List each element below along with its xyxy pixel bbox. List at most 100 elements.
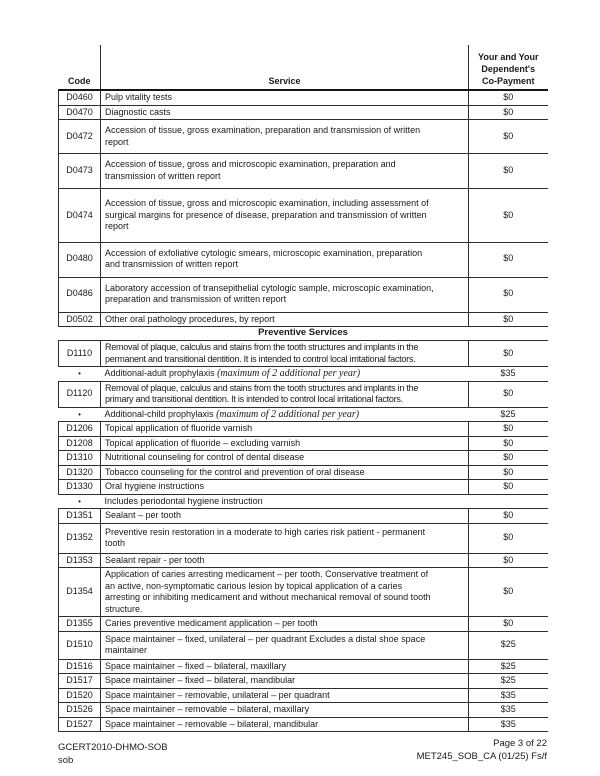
service-cell: Topical application of fluoride varnish [100, 421, 469, 436]
service-cell: Tobacco counseling for the control and p… [100, 465, 469, 480]
bullet-note: (maximum of 2 additional per year) [217, 368, 361, 379]
table-body: D0460 Pulp vitality tests $0 D0470 Diagnosti… [58, 90, 548, 732]
table-row: D1352 Preventive resin restoration in a m… [58, 523, 548, 553]
service-cell: Accession of tissue, gross and microscop… [100, 153, 469, 189]
copayment-cell: $0 [503, 554, 514, 565]
bullet-note: (maximum of 2 additional per year) [216, 408, 360, 420]
table-row: D0470 Diagnostic casts $0 [58, 105, 548, 120]
copayment-cell: $0 [503, 532, 514, 543]
copayment-cell: $35 [500, 368, 516, 378]
table-row: D0502 Other oral pathology procedures, by… [58, 312, 548, 327]
table-row: D1354 Application of caries arresting med… [58, 567, 548, 617]
bullet-label: Additional-child prophylaxis [104, 408, 217, 419]
service-cell: Removal of plaque, calculus and stains f… [100, 340, 469, 367]
code-cell: D1510 [58, 631, 101, 659]
copayment-cell: $0 [503, 130, 514, 141]
service-cell: Laboratory accession of transepithelial … [100, 277, 469, 312]
table-row: D0480 Accession of exfoliative cytologic … [58, 242, 548, 277]
copayment-schedule-table: Code Service Your and Your Dependent's C… [58, 45, 548, 732]
copayment-cell: $35 [500, 704, 516, 714]
footer-left: GCERT2010-DHMO-SOB sob [58, 741, 168, 767]
code-cell: D0502 [58, 312, 101, 327]
code-cell: D1320 [58, 465, 101, 480]
code-cell: D1352 [58, 523, 101, 553]
service-cell: Space maintainer – fixed – bilateral, ma… [100, 673, 469, 688]
footer-page-indicator: Page 3 of 22 [493, 738, 547, 749]
note-label: Includes periodontal hygiene instruction [104, 495, 263, 506]
service-cell: Additional-child prophylaxis (maximum of… [101, 407, 469, 422]
footer-doc-id: GCERT2010-DHMO-SOB [58, 742, 168, 753]
code-cell: D1120 [58, 381, 101, 407]
table-row: D1330 Oral hygiene instructions $0 [58, 479, 548, 494]
service-cell: Sealant – per tooth [100, 508, 469, 523]
column-header-code: Code [58, 45, 101, 90]
bullet-label: Additional-adult prophylaxis [104, 368, 218, 378]
service-cell: Application of caries arresting medicame… [100, 567, 469, 617]
service-cell: Pulp vitality tests [100, 90, 469, 105]
copayment-cell: $0 [503, 92, 514, 102]
table-row: D1351 Sealant – per tooth $0 [58, 508, 548, 523]
table-row: D1355 Caries preventive medicament applic… [58, 616, 548, 631]
service-cell: Oral hygiene instructions [100, 479, 469, 494]
table-row: D1517 Space maintainer – fixed – bilatera… [58, 673, 548, 688]
code-cell: D1354 [58, 567, 101, 617]
service-cell: Space maintainer – removable, unilateral… [100, 688, 469, 703]
header-row: Code Service Your and Your Dependent's C… [58, 45, 548, 90]
table-row: D0472 Accession of tissue, gross examinat… [58, 119, 548, 154]
footer-doc-sub: sob [58, 755, 74, 766]
table-row: D1527 Space maintainer – removable – bila… [58, 717, 548, 732]
table-row: D1516 Space maintainer – fixed – bilatera… [58, 659, 548, 674]
copayment-cell: $0 [503, 388, 514, 399]
table-row: D1206 Topical application of fluoride var… [58, 421, 548, 436]
section-header: Preventive Services [258, 327, 348, 338]
service-cell: Accession of tissue, gross examination, … [100, 119, 469, 154]
service-cell: Diagnostic casts [100, 105, 469, 120]
table-row: D1353 Sealant repair - per tooth $0 [58, 553, 548, 568]
table-row: • Includes periodontal hygiene instructio… [58, 494, 548, 509]
code-cell: D1353 [58, 553, 101, 568]
copayment-cell: $0 [503, 586, 514, 597]
code-cell: D0480 [58, 242, 101, 277]
table-row: D1110 Removal of plaque, calculus and sta… [58, 340, 548, 367]
service-cell: Accession of tissue, gross and microscop… [100, 188, 469, 242]
service-cell: Space maintainer – removable – bilateral… [100, 702, 469, 717]
service-cell: Other oral pathology procedures, by repo… [100, 312, 469, 327]
bullet-icon: • [78, 409, 81, 419]
code-cell: D0470 [58, 105, 101, 120]
service-cell: Caries preventive medicament application… [100, 616, 469, 631]
column-header-service: Service [100, 45, 469, 90]
code-cell: D0474 [58, 188, 101, 242]
table-row: Preventive Services [58, 327, 548, 341]
service-cell: Topical application of fluoride – exclud… [100, 436, 469, 451]
table-row: D1320 Tobacco counseling for the control … [58, 465, 548, 480]
table-row: D0486 Laboratory accession of transepithe… [58, 277, 548, 312]
copayment-cell: $0 [503, 106, 514, 117]
table-row: D1510 Space maintainer – fixed, unilatera… [58, 631, 548, 659]
code-cell: D0473 [58, 153, 101, 189]
table-row: • Additional-child prophylaxis (maximum o… [58, 407, 548, 422]
code-cell: D1355 [58, 616, 101, 631]
table-row: D0474 Accession of tissue, gross and micr… [58, 188, 548, 242]
code-cell: D0472 [58, 119, 101, 154]
copayment-cell: $25 [500, 660, 516, 671]
code-cell: D0486 [58, 277, 101, 312]
table-row: D1120 Removal of plaque, calculus and sta… [58, 381, 548, 407]
bullet-icon: • [78, 496, 81, 506]
service-cell: Sealant repair - per tooth [100, 553, 469, 568]
copayment-cell: $0 [503, 288, 514, 299]
service-cell: Nutritional counseling for control of de… [100, 450, 469, 465]
table-header: Code Service Your and Your Dependent's C… [58, 45, 548, 90]
copayment-cell: $0 [503, 209, 514, 220]
copayment-cell: $0 [503, 452, 514, 462]
code-cell: D1208 [58, 436, 101, 451]
copayment-cell: $25 [500, 639, 516, 650]
service-cell: Additional-adult prophylaxis (maximum of… [101, 367, 469, 382]
table-row: D1520 Space maintainer – removable, unila… [58, 688, 548, 703]
table-row: D0473 Accession of tissue, gross and micr… [58, 153, 548, 189]
copayment-cell: $25 [500, 675, 516, 685]
footer-form-code: MET245_SOB_CA (01/25) Fs/f [416, 751, 547, 762]
service-cell: Removal of plaque, calculus and stains f… [100, 381, 469, 407]
table-row: • Additional-adult prophylaxis (maximum o… [58, 367, 548, 382]
copayment-cell: $0 [503, 437, 514, 448]
